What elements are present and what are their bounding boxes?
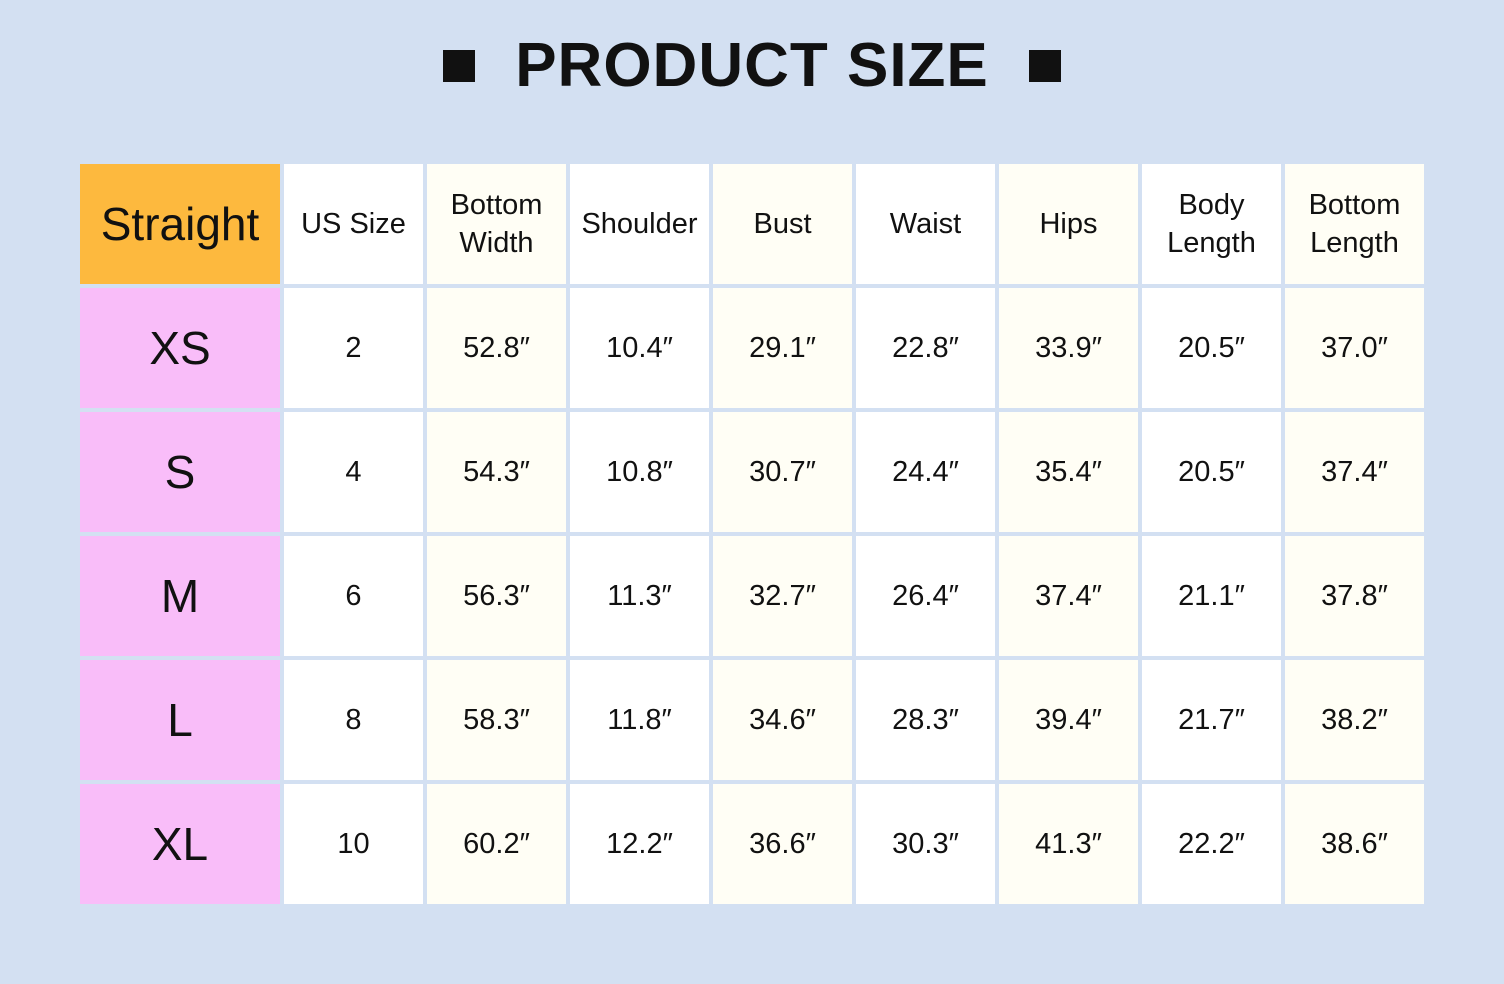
table-cell: 22.2″ xyxy=(1142,784,1281,904)
square-bullet-icon xyxy=(443,49,476,82)
table-cell: 54.3″ xyxy=(427,412,566,532)
column-header: Bottom Width xyxy=(427,164,566,284)
size-label: XL xyxy=(80,784,280,904)
table-cell: 21.1″ xyxy=(1142,536,1281,656)
table-cell: 10 xyxy=(284,784,423,904)
table-cell: 20.5″ xyxy=(1142,288,1281,408)
column-header: Bottom Length xyxy=(1285,164,1424,284)
table-cell: 56.3″ xyxy=(427,536,566,656)
table-cell: 6 xyxy=(284,536,423,656)
table-cell: 10.8″ xyxy=(570,412,709,532)
column-header: Waist xyxy=(856,164,995,284)
table-cell: 2 xyxy=(284,288,423,408)
table-cell: 12.2″ xyxy=(570,784,709,904)
table-cell: 33.9″ xyxy=(999,288,1138,408)
table-cell: 4 xyxy=(284,412,423,532)
table-cell: 29.1″ xyxy=(713,288,852,408)
table-cell: 60.2″ xyxy=(427,784,566,904)
table-cell: 24.4″ xyxy=(856,412,995,532)
column-header: Bust xyxy=(713,164,852,284)
column-header: US Size xyxy=(284,164,423,284)
table-cell: 8 xyxy=(284,660,423,780)
table-cell: 22.8″ xyxy=(856,288,995,408)
table-cell: 26.4″ xyxy=(856,536,995,656)
table-cell: 38.6″ xyxy=(1285,784,1424,904)
size-label: S xyxy=(80,412,280,532)
table-cell: 11.8″ xyxy=(570,660,709,780)
table-cell: 37.4″ xyxy=(999,536,1138,656)
table-cell: 10.4″ xyxy=(570,288,709,408)
table-cell: 39.4″ xyxy=(999,660,1138,780)
table-cell: 38.2″ xyxy=(1285,660,1424,780)
table-cell: 58.3″ xyxy=(427,660,566,780)
size-table: Straight US Size Bottom Width Shoulder Bust… xyxy=(80,164,1424,904)
size-label: L xyxy=(80,660,280,780)
table-cell: 20.5″ xyxy=(1142,412,1281,532)
title-text: PRODUCT SIZE xyxy=(515,31,989,100)
fit-label: Straight xyxy=(80,164,280,284)
table-cell: 37.4″ xyxy=(1285,412,1424,532)
table-cell: 11.3″ xyxy=(570,536,709,656)
table-cell: 21.7″ xyxy=(1142,660,1281,780)
table-cell: 34.6″ xyxy=(713,660,852,780)
table-cell: 30.3″ xyxy=(856,784,995,904)
table-cell: 41.3″ xyxy=(999,784,1138,904)
table-cell: 35.4″ xyxy=(999,412,1138,532)
table-cell: 37.0″ xyxy=(1285,288,1424,408)
table-cell: 37.8″ xyxy=(1285,536,1424,656)
table-cell: 32.7″ xyxy=(713,536,852,656)
table-cell: 30.7″ xyxy=(713,412,852,532)
square-bullet-icon xyxy=(1028,49,1061,82)
table-cell: 52.8″ xyxy=(427,288,566,408)
size-label: M xyxy=(80,536,280,656)
column-header: Hips xyxy=(999,164,1138,284)
column-header: Body Length xyxy=(1142,164,1281,284)
column-header: Shoulder xyxy=(570,164,709,284)
table-cell: 28.3″ xyxy=(856,660,995,780)
page-title: PRODUCT SIZE xyxy=(0,30,1504,101)
size-label: XS xyxy=(80,288,280,408)
table-cell: 36.6″ xyxy=(713,784,852,904)
